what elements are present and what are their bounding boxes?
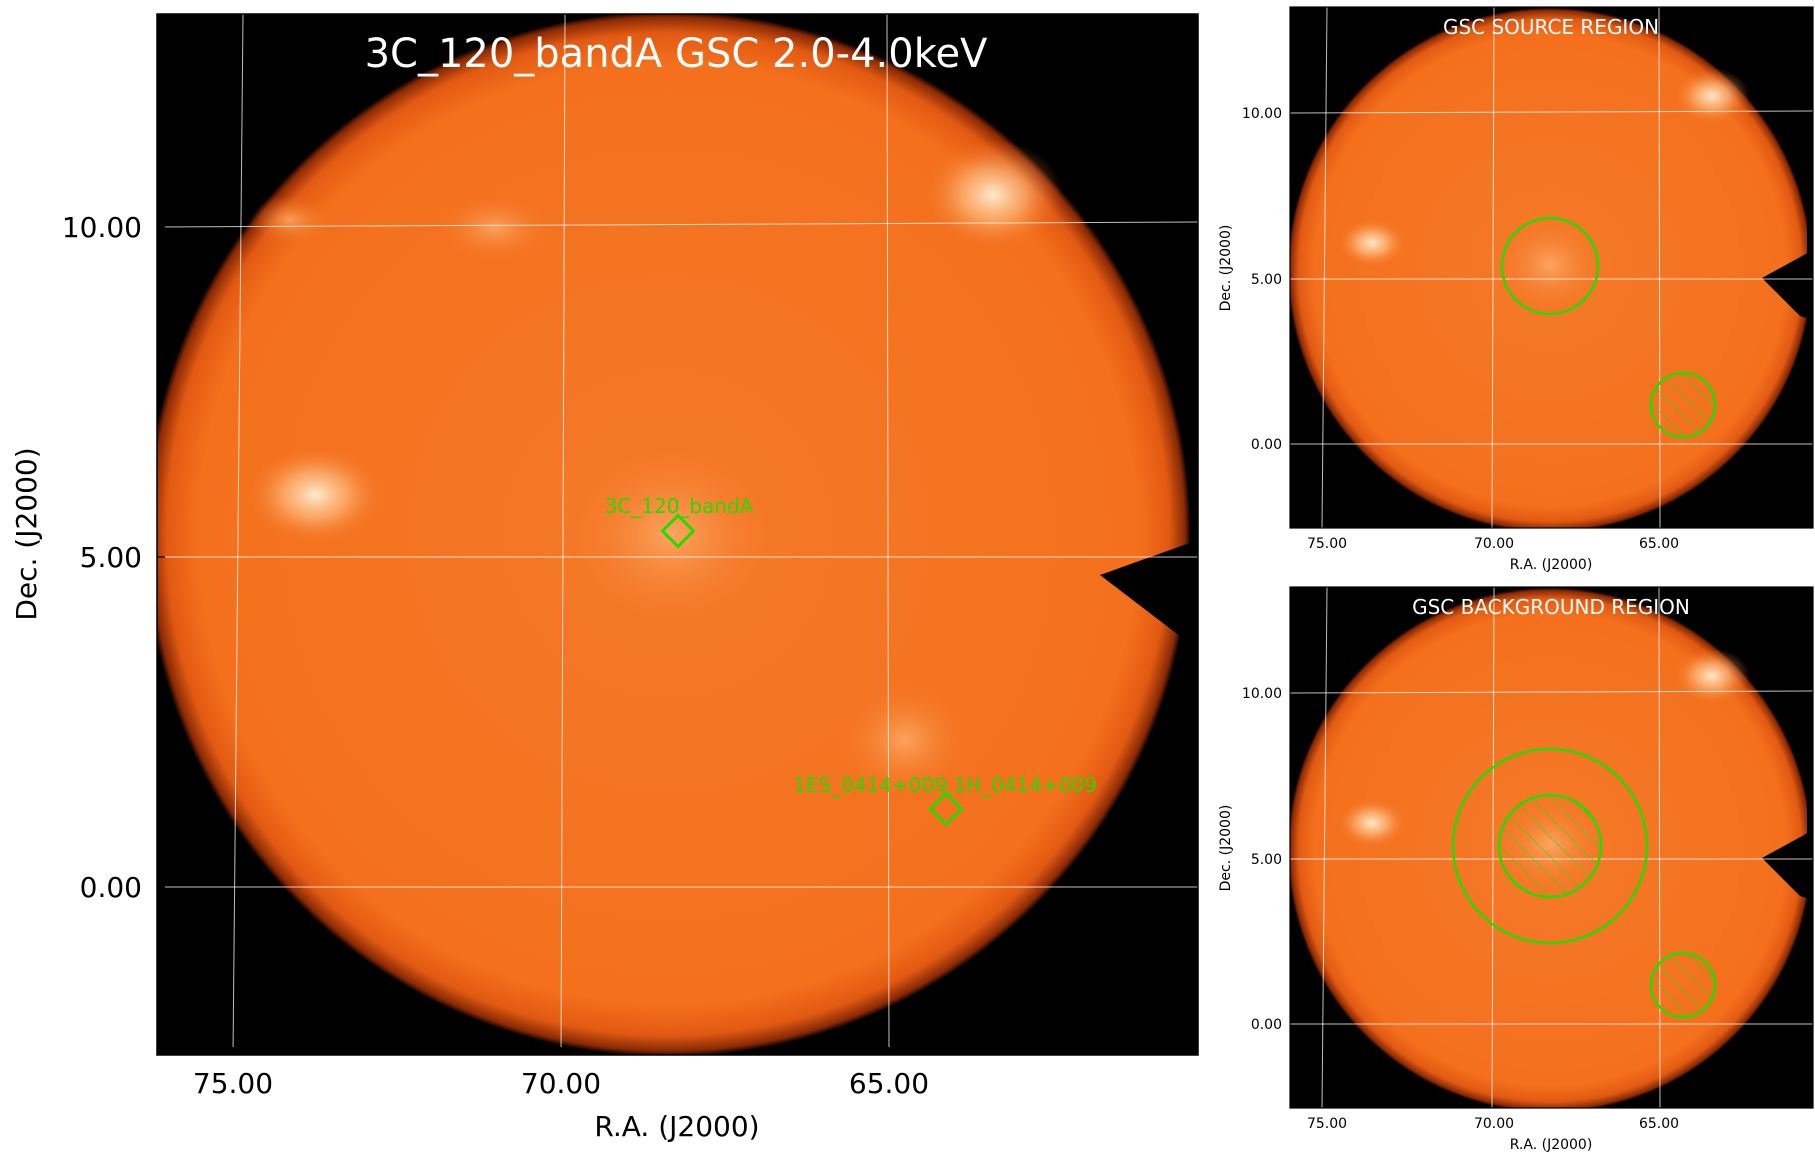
background-xtick-0: 75.00 [1307, 1116, 1347, 1132]
background-annulus-outer[interactable] [1451, 747, 1649, 945]
source-ytick-1: 5.00 [1251, 272, 1282, 288]
main-ytick-2: 0.00 [80, 871, 142, 904]
diamond-marker-icon [928, 791, 964, 827]
background-ylabel: Dec. (J2000) [1218, 805, 1234, 892]
main-ytick-1: 5.00 [80, 541, 142, 574]
background-ytick-2: 0.00 [1251, 1017, 1282, 1033]
source-panel-title: GSC SOURCE REGION [1443, 15, 1659, 39]
source-xlabel: R.A. (J2000) [1510, 557, 1593, 573]
source-ytick-0: 10.00 [1242, 106, 1282, 122]
source-xtick-0: 75.00 [1307, 536, 1347, 552]
diamond-marker-icon [660, 513, 696, 549]
source-region-circle[interactable] [1500, 216, 1600, 316]
source-xtick-2: 65.00 [1639, 536, 1679, 552]
excluded-source-region[interactable] [1649, 951, 1717, 1019]
main-grid [157, 14, 1198, 1055]
main-xlabel: R.A. (J2000) [594, 1110, 759, 1143]
source-ytick-2: 0.00 [1251, 437, 1282, 453]
main-ytick-0: 10.00 [62, 211, 142, 244]
source-ylabel: Dec. (J2000) [1218, 225, 1234, 312]
background-xtick-2: 65.00 [1639, 1116, 1679, 1132]
main-panel: 3C_120_bandA 1ES_0414+009,1H_0414+009 3C… [10, 13, 1199, 1143]
main-ylabel: Dec. (J2000) [10, 447, 43, 620]
source-region-panel: GSC SOURCE REGION 75.00 70.00 65.00 10.0… [1218, 6, 1814, 573]
background-ytick-1: 5.00 [1251, 852, 1282, 868]
main-xtick-0: 75.00 [193, 1067, 273, 1100]
background-panel-title: GSC BACKGROUND REGION [1412, 595, 1690, 619]
background-ytick-0: 10.00 [1242, 686, 1282, 702]
source-label-1es0414: 1ES_0414+009,1H_0414+009 [793, 773, 1097, 797]
main-ticks [157, 226, 890, 1055]
source-label-3c120: 3C_120_bandA [605, 494, 754, 518]
main-xtick-2: 65.00 [849, 1067, 929, 1100]
background-xtick-1: 70.00 [1474, 1116, 1514, 1132]
source-xtick-1: 70.00 [1474, 536, 1514, 552]
main-xtick-1: 70.00 [521, 1067, 601, 1100]
main-frame [156, 13, 1199, 1056]
source-marker-1es0414[interactable]: 1ES_0414+009,1H_0414+009 [793, 773, 1097, 827]
excluded-source-region[interactable] [1649, 371, 1717, 439]
main-title: 3C_120_bandA GSC 2.0-4.0keV [365, 31, 988, 77]
background-xlabel: R.A. (J2000) [1510, 1137, 1593, 1153]
background-annulus-inner-excluded[interactable] [1497, 793, 1603, 899]
background-region-panel: GSC BACKGROUND REGION 75.00 70.00 65.00 … [1218, 586, 1814, 1153]
source-marker-3c120[interactable]: 3C_120_bandA [605, 494, 754, 549]
main-notch [1100, 540, 1198, 650]
